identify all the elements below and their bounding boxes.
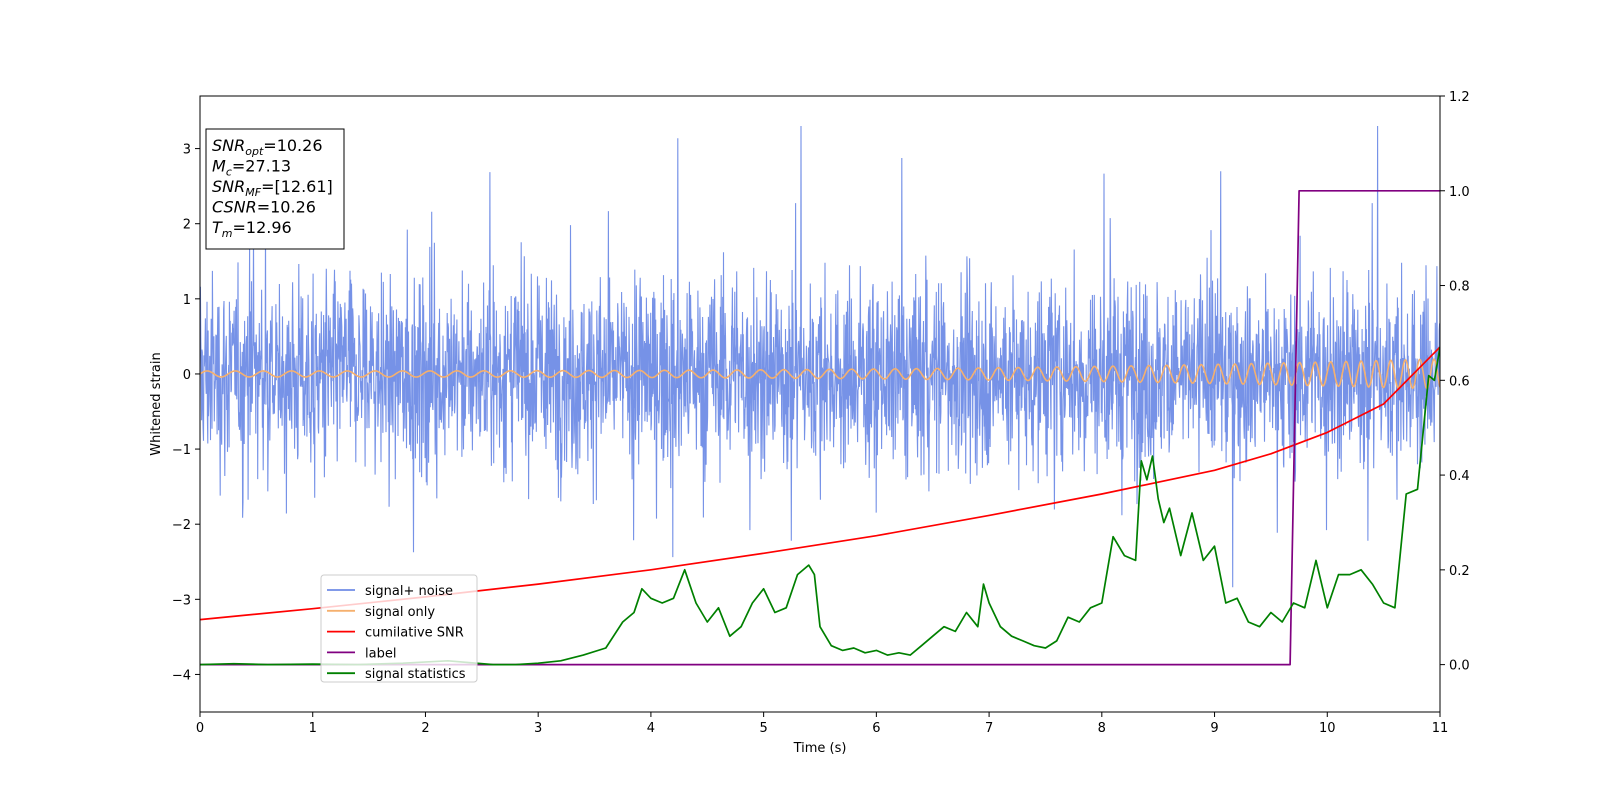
y-tick-label: −1	[172, 443, 191, 458]
stats-annotation-box: SNRopt=10.26Mc=27.13SNRMF=[12.61]CSNR=10…	[205, 128, 345, 250]
series-label-line	[200, 189, 1440, 666]
annotation-line: Tm=12.96	[212, 218, 292, 240]
x-tick-label: 3	[534, 721, 542, 736]
annotation-symbol: SNR	[212, 136, 245, 155]
annotation-subscript: opt	[245, 145, 264, 158]
x-tick-label: 10	[1319, 721, 1336, 736]
y-tick-label: 2	[183, 218, 191, 233]
y2-tick-label: 0.0	[1449, 659, 1470, 674]
x-tick-label: 0	[196, 721, 204, 736]
legend-label: signal statistics	[365, 667, 466, 682]
y-axis-label: Whitened strain	[149, 352, 164, 455]
annotation-value: =[12.61]	[261, 177, 333, 196]
annotation-subscript: MF	[245, 186, 261, 199]
y2-tick-label: 0.6	[1449, 374, 1470, 389]
y2-tick-label: 0.2	[1449, 564, 1470, 579]
y-tick-label: −3	[172, 593, 191, 608]
annotation-frame	[205, 128, 345, 250]
annotation-line: SNRMF=[12.61]	[212, 177, 333, 199]
series-signal-only-line	[200, 358, 1440, 390]
plot-frame	[199, 95, 1441, 713]
x-tick-label: 4	[647, 721, 655, 736]
annotation-value: =10.26	[263, 136, 322, 155]
x-tick-label: 6	[872, 721, 880, 736]
legend-label: signal only	[365, 605, 435, 620]
annotation-line: Mc=27.13	[212, 157, 291, 179]
annotation-symbol: CSNR	[212, 198, 257, 217]
series-signal-statistics-line	[200, 346, 1440, 666]
y-tick-label: −4	[172, 668, 191, 683]
y-tick-label: 3	[183, 143, 191, 158]
x-tick-label: 5	[759, 721, 767, 736]
annotation-subscript: c	[226, 166, 232, 179]
annotation-symbol: SNR	[212, 177, 245, 196]
y2-tick-label: 0.4	[1449, 469, 1470, 484]
y-tick-label: 1	[183, 293, 191, 308]
y-axis-left: −4 −3 −2 −1 0 1 2 3	[172, 143, 200, 683]
annotation-value: =10.26	[257, 198, 316, 217]
x-axis: 0 1 2 3 4 5 6 7 8 9 10 11	[196, 712, 1448, 736]
y-tick-label: 0	[183, 368, 191, 383]
x-tick-label: 9	[1210, 721, 1218, 736]
legend-frame	[320, 574, 478, 683]
x-tick-label: 1	[309, 721, 317, 736]
x-tick-label: 11	[1432, 721, 1449, 736]
y2-tick-label: 1.2	[1449, 90, 1470, 105]
legend-label: signal+ noise	[365, 584, 453, 599]
x-tick-label: 8	[1098, 721, 1106, 736]
annotation-symbol: M	[212, 157, 226, 176]
annotation-value: =27.13	[232, 157, 291, 176]
legend-label: label	[365, 646, 396, 661]
annotation-symbol: T	[212, 218, 223, 237]
y-tick-label: −2	[172, 518, 191, 533]
y2-tick-label: 1.0	[1449, 185, 1470, 200]
annotation-line: SNRopt=10.26	[212, 136, 323, 158]
x-axis-label: Time (s)	[793, 741, 847, 756]
annotation-subscript: m	[222, 227, 233, 240]
y2-tick-label: 0.8	[1449, 280, 1470, 295]
legend-label: cumilative SNR	[365, 626, 464, 641]
legend: signal+ noise signal only cumilative SNR la…	[320, 574, 478, 683]
annotation-line: CSNR=10.26	[212, 198, 316, 217]
x-tick-label: 2	[421, 721, 429, 736]
y-axis-right: 0.0 0.2 0.4 0.6 0.8 1.0 1.2	[1440, 90, 1470, 674]
annotation-value: =12.96	[233, 218, 292, 237]
x-tick-label: 7	[985, 721, 993, 736]
